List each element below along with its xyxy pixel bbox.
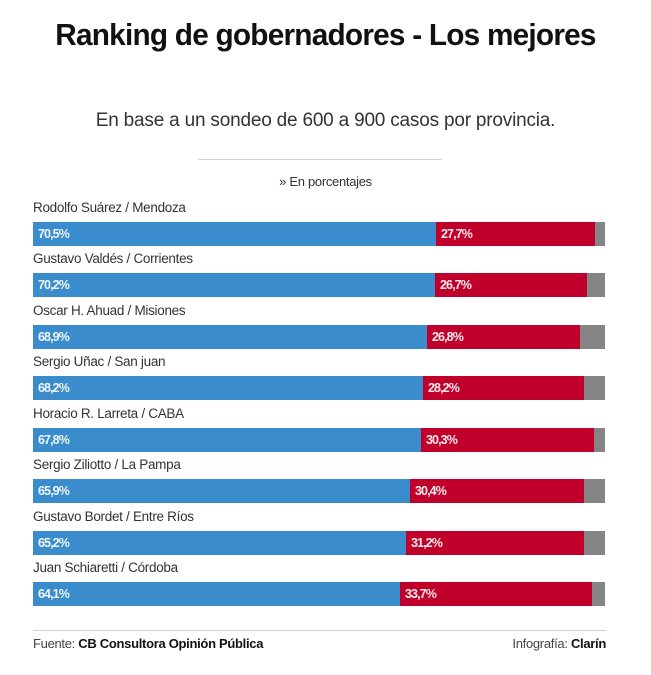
- value-label: 68,9%: [38, 329, 70, 344]
- value-label: 27,7%: [441, 227, 473, 241]
- category-label: Horacio R. Larreta / CABA: [33, 405, 184, 421]
- other-segment: [592, 582, 605, 607]
- unit-note: » En porcentajes: [279, 174, 372, 189]
- credit-value: Clarín: [570, 636, 606, 651]
- value-label: 70,5%: [38, 227, 70, 241]
- value-label: 65,9%: [38, 484, 70, 499]
- other-segment: [584, 530, 605, 555]
- chart-subtitle: En base a un sondeo de 600 a 900 casos p…: [95, 110, 556, 131]
- other-segment: [584, 479, 605, 504]
- chart-title: Ranking de gobernadores - Los mejores: [55, 17, 596, 52]
- other-segment: [587, 273, 605, 298]
- disapprove-segment: 31,2%: [406, 530, 584, 555]
- credit-note: Infografía: Clarín: [512, 636, 606, 651]
- category-label: Juan Schiaretti / Córdoba: [33, 560, 178, 576]
- category-label: Gustavo Bordet / Entre Ríos: [33, 508, 194, 524]
- other-segment: [594, 427, 605, 452]
- value-label: 68,2%: [38, 381, 70, 396]
- bottom-divider: [33, 630, 606, 631]
- value-label: 67,8%: [38, 432, 70, 447]
- source-label: Fuente:: [33, 636, 79, 651]
- approve-segment: 70,2%: [33, 273, 435, 298]
- disapprove-segment: 33,7%: [400, 582, 592, 607]
- other-segment: [580, 324, 605, 349]
- approve-segment: 70,5%: [33, 222, 436, 246]
- disapprove-segment: 26,7%: [435, 273, 587, 298]
- approve-segment: 65,2%: [33, 530, 406, 555]
- value-label: 64,1%: [38, 587, 70, 602]
- disapprove-segment: 30,3%: [421, 427, 594, 452]
- approve-segment: 68,2%: [33, 376, 423, 401]
- value-label: 30,3%: [426, 432, 458, 447]
- disapprove-segment: 27,7%: [436, 222, 595, 246]
- category-label: Gustavo Valdés / Corrientes: [33, 251, 193, 267]
- approve-segment: 67,8%: [33, 427, 421, 452]
- category-label: Oscar H. Ahuad / Misiones: [33, 302, 186, 318]
- approve-segment: 68,9%: [33, 324, 427, 349]
- top-divider: [198, 159, 442, 160]
- value-label: 30,4%: [415, 484, 447, 499]
- approve-segment: 64,1%: [33, 582, 400, 607]
- source-note: Fuente: CB Consultora Opinión Pública: [33, 636, 263, 651]
- value-label: 70,2%: [38, 278, 70, 293]
- disapprove-segment: 28,2%: [423, 376, 584, 401]
- source-value: CB Consultora Opinión Pública: [78, 636, 264, 651]
- other-segment: [584, 376, 605, 401]
- value-label: 26,8%: [432, 329, 464, 344]
- approve-segment: 65,9%: [33, 479, 410, 504]
- category-label: Sergio Uñac / San juan: [33, 354, 166, 370]
- category-label: Sergio Ziliotto / La Pampa: [33, 457, 181, 473]
- category-label: Rodolfo Suárez / Mendoza: [33, 200, 186, 215]
- credit-label: Infografía:: [512, 636, 571, 651]
- value-label: 26,7%: [440, 278, 472, 293]
- value-label: 65,2%: [38, 535, 70, 550]
- value-label: 33,7%: [405, 587, 437, 602]
- disapprove-segment: 30,4%: [410, 479, 584, 504]
- disapprove-segment: 26,8%: [427, 324, 580, 349]
- value-label: 28,2%: [428, 381, 460, 396]
- other-segment: [595, 222, 605, 246]
- value-label: 31,2%: [411, 535, 443, 550]
